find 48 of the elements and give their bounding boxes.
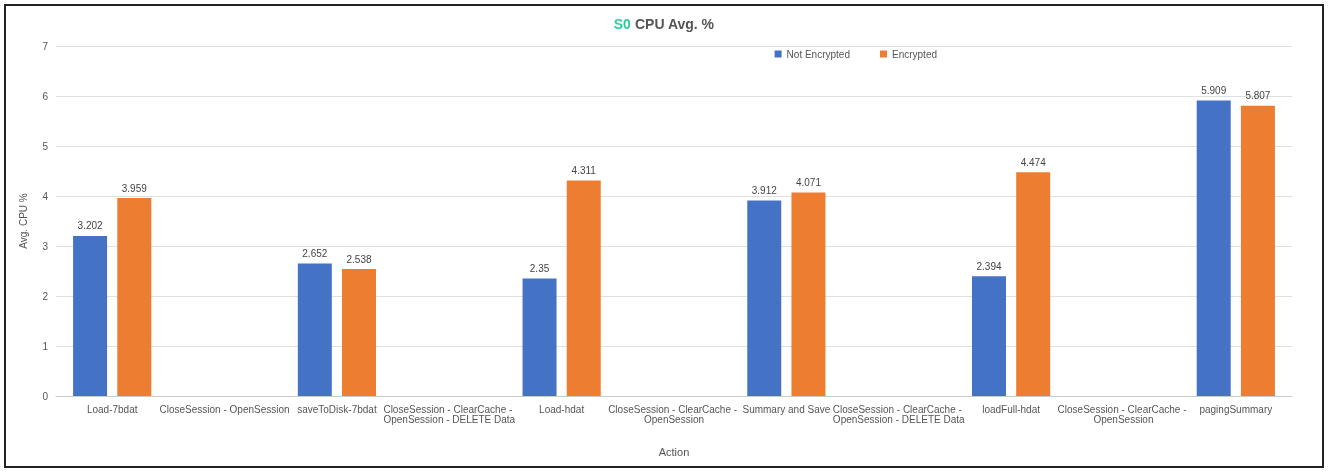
x-tick-label: pagingSummary (1199, 403, 1273, 415)
x-tick-label: saveToDisk-7bdat (297, 403, 377, 415)
y-tick-label: 1 (42, 340, 49, 352)
data-label: 2.538 (346, 253, 372, 265)
data-label: 5.909 (1201, 85, 1227, 97)
y-tick-label: 6 (42, 90, 49, 102)
data-label: 4.071 (795, 176, 822, 188)
data-label: 2.35 (529, 263, 550, 274)
x-tick-label: CloseSession - ClearCache - OpenSession (1057, 403, 1190, 425)
y-tick-label: 7 (42, 40, 49, 52)
bar (73, 235, 108, 396)
data-label: 3.959 (121, 182, 148, 194)
y-axis-title: Avg. CPU % (17, 193, 29, 249)
bar (971, 276, 1006, 396)
x-tick-label: CloseSession - ClearCache - OpenSession - DELETE Data (383, 403, 516, 425)
data-label: 5.807 (1245, 90, 1271, 102)
data-label: 3.912 (751, 184, 778, 196)
bar (522, 278, 557, 396)
bar (342, 269, 377, 396)
y-tick-label: 3 (42, 240, 49, 252)
bar (1196, 100, 1231, 396)
bar (566, 180, 601, 396)
x-tick-label: Summary and Save (742, 403, 831, 415)
data-label: 4.474 (1020, 156, 1047, 168)
data-label: 4.311 (571, 164, 597, 176)
y-tick-label: 2 (42, 290, 49, 302)
bar (1240, 105, 1275, 396)
bar (791, 192, 826, 396)
x-tick-label: Load-7bdat (86, 403, 138, 415)
y-tick-label: 5 (42, 140, 49, 152)
bar (297, 263, 332, 396)
bar (1016, 172, 1051, 396)
data-label: 2.652 (302, 247, 328, 259)
legend-label: Encrypted (891, 48, 938, 60)
bar (747, 200, 782, 396)
data-label: 2.394 (976, 260, 1002, 272)
y-tick-label: 4 (42, 190, 49, 202)
x-axis-title: Action (658, 445, 690, 458)
x-tick-label: loadFull-hdat (982, 403, 1041, 415)
x-tick-label: CloseSession - ClearCache - OpenSession - DELETE Data (832, 403, 966, 425)
x-tick-label: Load-hdat (539, 403, 585, 415)
legend-label: Not Encrypted (786, 48, 850, 60)
y-tick-label: 0 (42, 390, 49, 402)
data-label: 3.202 (77, 220, 104, 232)
x-tick-label: CloseSession - ClearCache - OpenSession (608, 403, 740, 425)
x-tick-label: CloseSession - OpenSession (159, 403, 290, 415)
bar (117, 198, 152, 396)
chart-title: S0 CPU Avg. % (613, 16, 715, 32)
